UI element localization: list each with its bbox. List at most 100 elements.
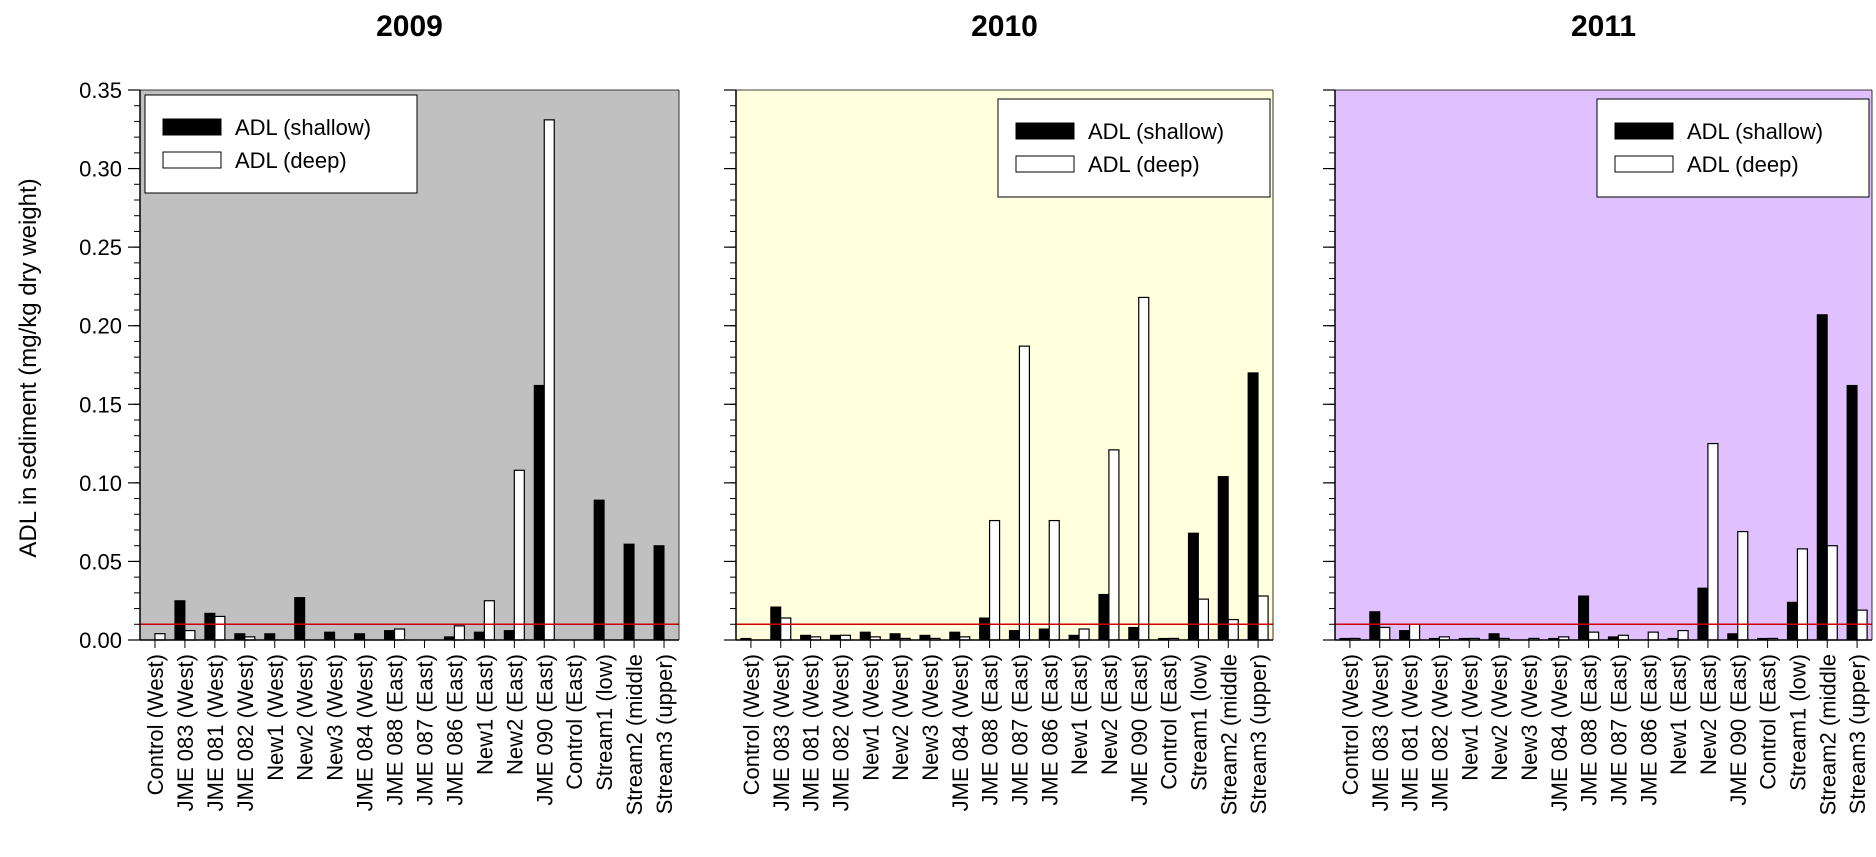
bar-deep <box>1677 629 1689 641</box>
x-tick-label: Stream1 (low) <box>592 654 617 791</box>
bar-deep <box>1826 545 1838 641</box>
x-tick-label: JME 090 (East) <box>1127 654 1152 806</box>
x-tick-label: Stream1 (low) <box>1785 654 1810 791</box>
x-tick-label: JME 088 (East) <box>1577 654 1602 806</box>
x-tick-label: JME 087 (East) <box>1007 654 1032 806</box>
bar-shallow <box>1369 611 1381 641</box>
chart-panel-2011: 2011 Control (West) JME 083 (West) JME 081 … <box>1323 10 1873 815</box>
bar-shallow <box>1038 628 1050 641</box>
bar-deep <box>988 519 1001 641</box>
legend-label-shallow: ADL (shallow) <box>1088 119 1224 144</box>
bar-shallow <box>324 631 336 641</box>
bar-deep <box>1587 631 1600 641</box>
legend-swatch-deep <box>1015 155 1075 173</box>
bar-shallow <box>1399 630 1411 641</box>
bar-shallow <box>1727 633 1739 641</box>
x-tick-label: JME 082 (West) <box>1427 654 1452 811</box>
x-tick-label: Control (East) <box>1756 654 1781 790</box>
legend-swatch-shallow <box>1614 122 1674 140</box>
legend-label-deep: ADL (deep) <box>1088 152 1200 177</box>
x-tick-label: JME 090 (East) <box>532 654 557 806</box>
bar-shallow <box>1697 587 1709 641</box>
x-tick-label: JME 084 (West) <box>353 654 378 811</box>
chart-title: 2011 <box>1571 10 1636 43</box>
bar-shallow <box>1816 314 1828 641</box>
legend-label-shallow: ADL (shallow) <box>1687 119 1823 144</box>
x-tick-label: New1 (East) <box>1666 654 1691 775</box>
x-tick-label: Control (West) <box>1338 654 1363 795</box>
x-tick-label: JME 084 (West) <box>948 654 973 811</box>
legend-swatch-shallow <box>1015 122 1075 140</box>
y-tick-label: 0.25 <box>79 235 122 260</box>
bar-deep <box>1796 548 1809 641</box>
x-tick-label: JME 083 (West) <box>769 654 794 811</box>
chart-panel-2009: 2009 0.00 0.05 0.10 0.15 0.20 0.25 0.30 0.35 Cont… <box>79 10 680 815</box>
x-tick-label: New1 (East) <box>472 654 497 775</box>
x-tick-label: JME 088 (East) <box>383 654 408 806</box>
x-tick-label: New1 (West) <box>263 654 288 781</box>
x-tick-label: New3 (West) <box>918 654 943 781</box>
bar-shallow <box>623 543 635 641</box>
y-tick-label: 0.10 <box>79 471 122 496</box>
x-tick-label: Stream3 (upper) <box>1246 654 1271 814</box>
bar-shallow <box>1128 626 1140 641</box>
legend-label-deep: ADL (deep) <box>235 148 347 173</box>
chart-title: 2009 <box>376 10 443 43</box>
bar-shallow <box>949 631 961 641</box>
bar-shallow <box>1217 476 1229 641</box>
legend-swatch-shallow <box>162 118 222 136</box>
bar-shallow <box>1008 630 1020 641</box>
bar-deep <box>1408 623 1421 641</box>
bar-shallow <box>234 633 246 641</box>
chart-title: 2010 <box>971 10 1038 43</box>
legend-label-shallow: ADL (shallow) <box>235 115 371 140</box>
x-tick-label: JME 087 (East) <box>1606 654 1631 806</box>
bar-deep <box>780 617 792 641</box>
x-tick-label: JME 086 (East) <box>1037 654 1062 806</box>
x-tick-label: New2 (East) <box>1696 654 1721 775</box>
x-tick-label: JME 086 (East) <box>442 654 467 806</box>
x-tick-label: New2 (East) <box>502 654 527 775</box>
bar-shallow <box>294 597 306 641</box>
legend: ADL (shallow) ADL (deep) <box>144 94 418 194</box>
x-tick-label: Control (East) <box>1157 654 1182 790</box>
bar-deep <box>453 625 466 641</box>
bar-shallow <box>859 631 871 641</box>
bar-shallow <box>354 633 366 641</box>
x-tick-label: New3 (West) <box>1517 654 1542 781</box>
chart-panels: 2009 0.00 0.05 0.10 0.15 0.20 0.25 0.30 0.35 Cont… <box>79 10 1873 815</box>
bar-deep <box>1018 345 1031 641</box>
x-tick-label: New2 (East) <box>1097 654 1122 775</box>
x-tick-label: JME 086 (East) <box>1636 654 1661 806</box>
chart-panel-2010: 2010 Control (West) JME 083 (West) JME 081 … <box>724 10 1274 815</box>
x-tick-label: New2 (West) <box>888 654 913 781</box>
y-tick-label: 0.00 <box>79 628 122 653</box>
x-tick-label: JME 081 (West) <box>203 654 228 811</box>
bar-shallow <box>593 499 605 641</box>
x-tick-label: JME 083 (West) <box>173 654 198 811</box>
x-tick-label: New3 (West) <box>323 654 348 781</box>
y-tick-label: 0.05 <box>79 549 122 574</box>
legend: ADL (shallow) ADL (deep) <box>997 98 1271 198</box>
x-tick-label: JME 081 (West) <box>799 654 824 811</box>
x-tick-label: JME 084 (West) <box>1547 654 1572 811</box>
x-tick-label: JME 082 (West) <box>828 654 853 811</box>
y-tick-label: 0.15 <box>79 392 122 417</box>
x-tick-label: New2 (West) <box>293 654 318 781</box>
x-tick-label: New1 (West) <box>858 654 883 781</box>
bar-deep <box>184 629 196 641</box>
x-tick-label: Stream2 (middle <box>622 654 647 815</box>
x-tick-label: Stream2 (middle <box>1216 654 1241 815</box>
bar-shallow <box>204 612 216 641</box>
bar-shallow <box>503 630 515 641</box>
y-axis-label: ADL in sediment (mg/kg dry weight) <box>15 178 42 557</box>
x-tick-label: JME 082 (West) <box>233 654 258 811</box>
bar-deep <box>1379 626 1391 641</box>
x-tick-label: JME 088 (East) <box>978 654 1003 806</box>
bar-deep <box>1048 519 1060 641</box>
x-tick-label: Stream3 (upper) <box>652 654 677 814</box>
legend-swatch-deep <box>162 151 222 169</box>
x-tick-label: Stream1 (low) <box>1186 654 1211 791</box>
bar-deep <box>1108 449 1120 641</box>
